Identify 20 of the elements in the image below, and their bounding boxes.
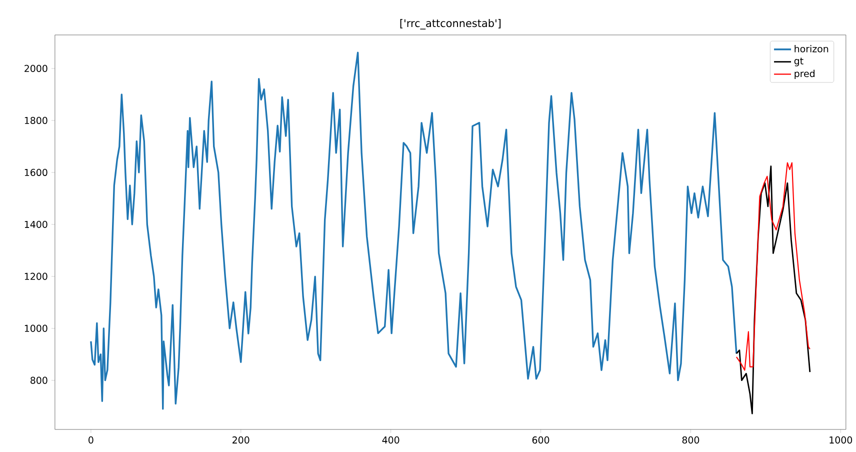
legend-label: gt bbox=[794, 57, 804, 66]
line-series bbox=[736, 165, 811, 414]
legend-label: horizon bbox=[794, 44, 828, 52]
x-tick-label: 1000 bbox=[830, 436, 852, 444]
x-tick-label: 600 bbox=[532, 436, 550, 444]
y-tick-label: 2000 bbox=[24, 64, 48, 72]
y-tick-label: 1400 bbox=[24, 220, 48, 228]
x-tick-label: 200 bbox=[232, 436, 250, 444]
y-tick-label: 1200 bbox=[24, 272, 48, 280]
x-tick-label: 400 bbox=[382, 436, 400, 444]
legend-label: pred bbox=[794, 70, 814, 79]
y-tick-label: 1000 bbox=[24, 324, 48, 332]
y-tick-label: 1800 bbox=[24, 116, 48, 124]
line-series bbox=[736, 162, 810, 371]
x-tick-label: 800 bbox=[682, 436, 700, 444]
x-tick-label: 0 bbox=[88, 436, 94, 444]
y-tick-label: 1600 bbox=[24, 168, 48, 176]
chart-title: ['rrc_attconnestab'] bbox=[400, 18, 501, 30]
y-tick-label: 800 bbox=[30, 376, 48, 384]
line-series bbox=[90, 52, 738, 410]
